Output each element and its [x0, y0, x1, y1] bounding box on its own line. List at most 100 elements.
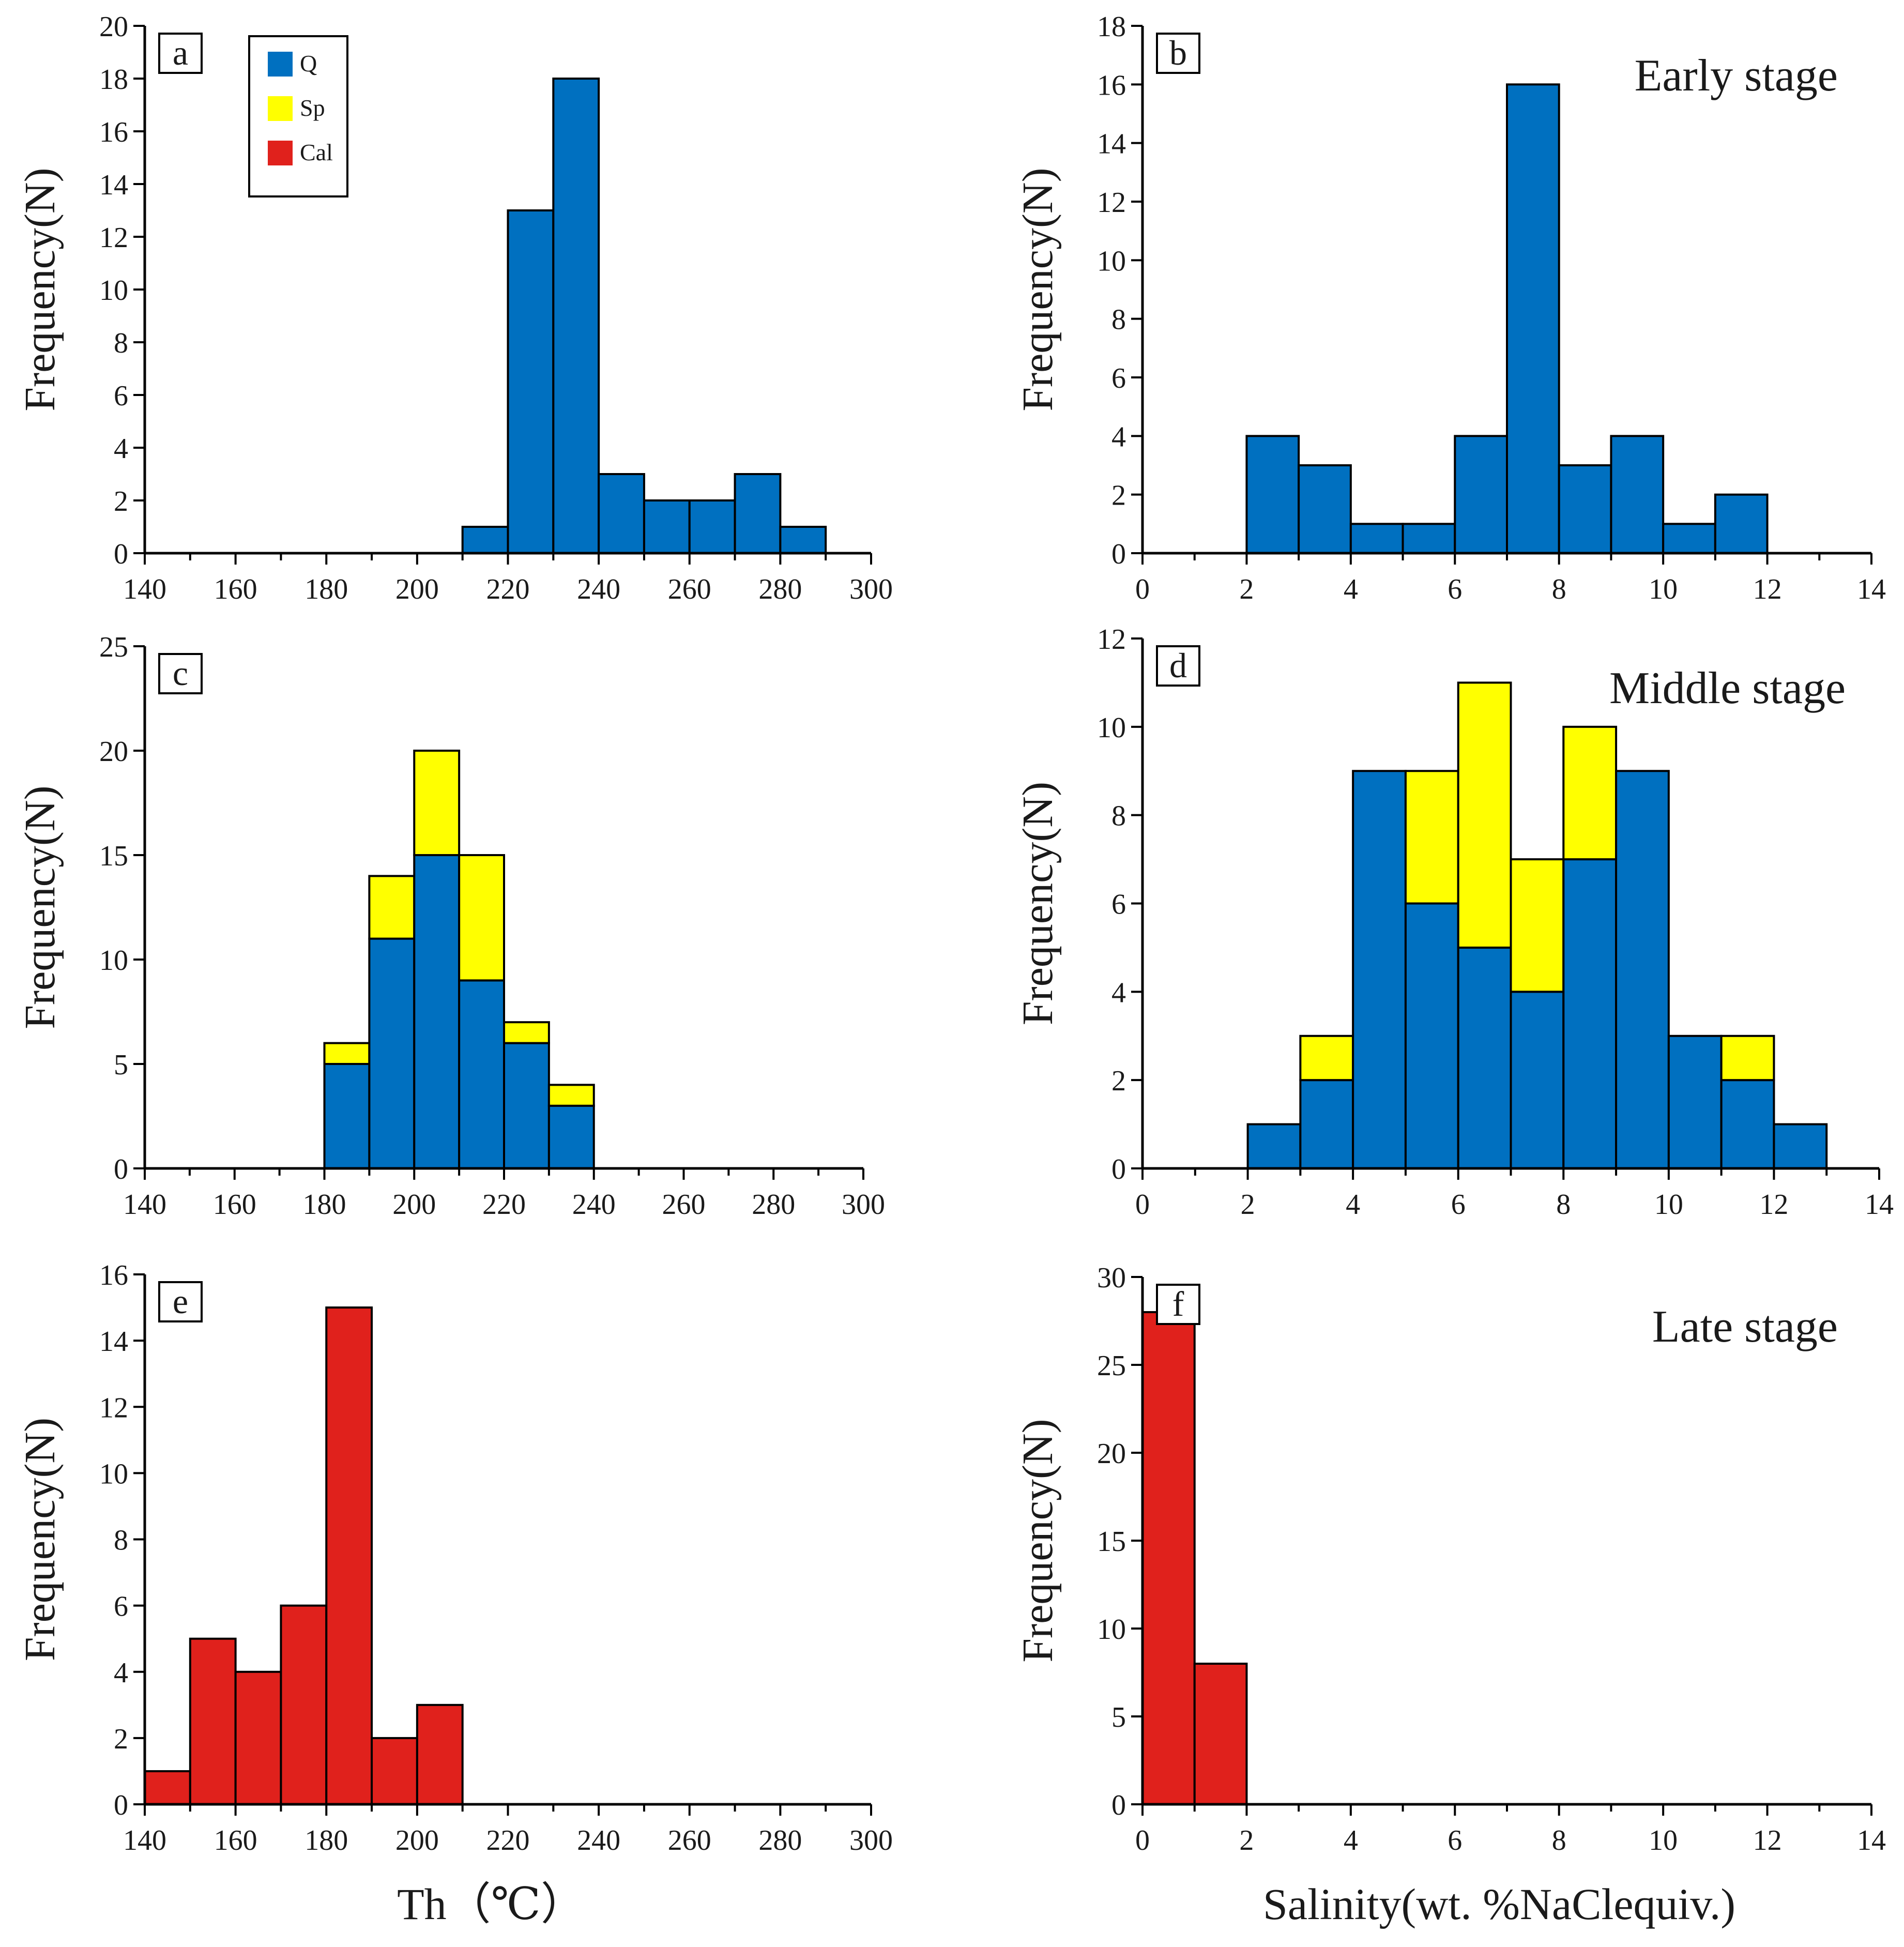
x-tick-label: 14 [1857, 573, 1886, 605]
panel-letter-box [158, 1281, 203, 1322]
legend: Q Sp Cal [248, 35, 348, 197]
bar-d-q-3 [1299, 1079, 1354, 1170]
x-tick-label: 280 [752, 1189, 795, 1221]
y-tick-label: 16 [1097, 69, 1126, 101]
bar-d-q-2 [1246, 1123, 1302, 1169]
y-tick-label: 8 [1111, 304, 1126, 336]
y-tick-label: 10 [99, 275, 128, 307]
y-tick-label: 15 [1097, 1526, 1126, 1558]
bar-c-sp-190 [368, 875, 416, 940]
x-tick-label: 6 [1448, 573, 1462, 605]
bar-d-q-8 [1562, 858, 1618, 1170]
bar-c-q-180 [323, 1063, 371, 1169]
y-tick-label: 8 [114, 1525, 128, 1557]
x-tick-label: 140 [123, 1189, 166, 1221]
x-tick-label: 200 [395, 1824, 439, 1857]
y-tick-label: 0 [1111, 1153, 1126, 1185]
x-tick-label: 0 [1135, 573, 1150, 605]
x-tick-label: 280 [758, 1824, 802, 1857]
y-tick-label: 10 [1097, 245, 1126, 277]
bar-a-q-230 [552, 78, 600, 554]
bar-b-q-4 [1349, 523, 1404, 554]
x-tick-label: 300 [849, 573, 893, 605]
y-tick-label: 0 [114, 538, 128, 570]
y-tick-label: 8 [114, 327, 128, 359]
y-tick-label: 12 [1097, 187, 1126, 219]
x-tick-label: 12 [1753, 573, 1782, 605]
x-tick-label: 240 [577, 1824, 620, 1857]
y-tick-label: 6 [114, 380, 128, 412]
y-tick-label: 18 [1097, 11, 1126, 43]
bar-c-sp-220 [503, 1021, 550, 1044]
bar-d-q-7 [1510, 991, 1565, 1170]
y-tick-label: 14 [99, 1326, 128, 1358]
x-tick-label: 140 [123, 573, 166, 605]
bar-d-q-11 [1720, 1079, 1775, 1170]
x-tick-label: 180 [303, 1189, 346, 1221]
y-tick-label: 0 [114, 1789, 128, 1821]
y-axis-title: Frequency(N) [16, 1418, 64, 1661]
y-axis-title: Frequency(N) [1014, 1419, 1062, 1662]
x-tick-label: 6 [1448, 1824, 1462, 1857]
stage-label: Early stage [1635, 51, 1838, 101]
bar-d-sp-8 [1562, 725, 1618, 861]
y-tick-label: 0 [1111, 538, 1126, 570]
x-tick-label: 4 [1344, 573, 1358, 605]
bar-e-cal-160 [234, 1670, 282, 1805]
bar-d-q-10 [1667, 1035, 1723, 1169]
panel-d: 0 2 4 6 8 10 12 0 2 4 6 8 10 12 14 Frequency(N) d Middle … [1014, 623, 1894, 1221]
x-tick-label: 220 [486, 573, 530, 605]
x-tick-label: 10 [1654, 1189, 1683, 1221]
y-tick-label: 2 [114, 1723, 128, 1755]
y-tick-label: 10 [1097, 1614, 1126, 1646]
x-tick-label: 8 [1552, 1824, 1566, 1857]
bar-e-cal-180 [325, 1306, 373, 1805]
x-axis-title-salinity: Salinity(wt. %NaClequiv.) [1263, 1879, 1735, 1929]
bar-d-q-6 [1457, 946, 1512, 1169]
legend-swatch-q [268, 52, 293, 77]
panel-letter-box [158, 653, 203, 694]
stage-label: Middle stage [1609, 663, 1846, 713]
y-tick-label: 25 [1097, 1350, 1126, 1382]
x-tick-label: 160 [214, 1824, 257, 1857]
x-tick-label: 2 [1239, 1824, 1254, 1857]
y-tick-label: 5 [114, 1049, 128, 1081]
y-tick-label: 6 [114, 1591, 128, 1623]
x-tick-label: 4 [1344, 1824, 1358, 1857]
y-tick-label: 12 [99, 222, 128, 254]
x-tick-label: 240 [572, 1189, 616, 1221]
x-tick-label: 8 [1556, 1189, 1571, 1221]
x-tick-label: 200 [395, 573, 439, 605]
x-tick-label: 160 [214, 573, 257, 605]
panel-letter-box [1156, 1284, 1200, 1325]
x-axis-title-temperature: Th（℃） [397, 1879, 585, 1929]
bar-e-cal-150 [189, 1637, 237, 1805]
x-tick-label: 220 [482, 1189, 526, 1221]
bar-f-cal-0 [1141, 1311, 1196, 1805]
x-tick-label: 220 [486, 1824, 530, 1857]
x-tick-label: 140 [123, 1824, 166, 1857]
bar-c-q-230 [547, 1104, 595, 1170]
panel-c: 0 5 10 15 20 25 140 160 180 200 220 240 260 280 300 Fre… [16, 631, 885, 1221]
bar-b-q-11 [1714, 493, 1769, 555]
bar-c-q-200 [413, 854, 461, 1169]
y-tick-label: 25 [99, 631, 128, 663]
y-tick-label: 4 [1111, 977, 1126, 1009]
y-tick-label: 10 [99, 945, 128, 977]
bar-c-sp-180 [323, 1042, 371, 1065]
panel-letter: e [173, 1282, 188, 1321]
bar-d-q-9 [1615, 770, 1670, 1169]
panel-letter-box [1156, 33, 1200, 74]
x-tick-label: 260 [662, 1189, 706, 1221]
y-tick-label: 4 [114, 433, 128, 465]
bar-d-sp-5 [1404, 770, 1459, 905]
bar-d-sp-11 [1720, 1035, 1775, 1082]
y-tick-label: 10 [1097, 712, 1126, 744]
x-tick-label: 12 [1753, 1824, 1782, 1857]
x-tick-label: 4 [1346, 1189, 1360, 1221]
bar-b-q-7 [1506, 83, 1560, 555]
bar-a-q-250 [643, 499, 691, 554]
x-tick-label: 160 [213, 1189, 256, 1221]
y-axis-title: Frequency(N) [1014, 168, 1062, 411]
